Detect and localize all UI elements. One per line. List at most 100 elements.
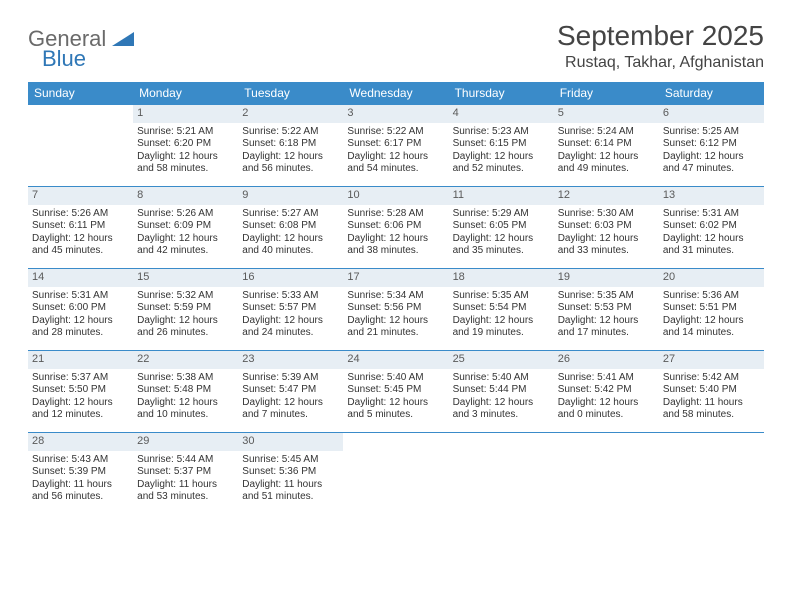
daylight-text: Daylight: 12 hours and 45 minutes. (32, 233, 129, 258)
sunset-text: Sunset: 6:00 PM (32, 302, 129, 315)
dow-thursday: Thursday (449, 82, 554, 105)
sunrise-text: Sunrise: 5:25 AM (663, 126, 760, 139)
sunrise-text: Sunrise: 5:30 AM (558, 208, 655, 221)
day-number: 11 (449, 187, 554, 205)
sunrise-text: Sunrise: 5:22 AM (242, 126, 339, 139)
daylight-text: Daylight: 12 hours and 31 minutes. (663, 233, 760, 258)
day-number: 12 (554, 187, 659, 205)
day-number: 30 (238, 433, 343, 451)
daylight-text: Daylight: 12 hours and 47 minutes. (663, 151, 760, 176)
sunrise-text: Sunrise: 5:22 AM (347, 126, 444, 139)
location-text: Rustaq, Takhar, Afghanistan (557, 54, 764, 72)
day-cell: 26Sunrise: 5:41 AMSunset: 5:42 PMDayligh… (554, 351, 659, 433)
day-number: 27 (659, 351, 764, 369)
daylight-text: Daylight: 12 hours and 54 minutes. (347, 151, 444, 176)
daylight-text: Daylight: 12 hours and 56 minutes. (242, 151, 339, 176)
day-cell (343, 433, 448, 515)
dow-friday: Friday (554, 82, 659, 105)
day-cell: 28Sunrise: 5:43 AMSunset: 5:39 PMDayligh… (28, 433, 133, 515)
day-cell: 20Sunrise: 5:36 AMSunset: 5:51 PMDayligh… (659, 269, 764, 351)
sunset-text: Sunset: 6:02 PM (663, 220, 760, 233)
day-cell: 3 Sunrise: 5:22 AMSunset: 6:17 PMDaylight… (343, 105, 448, 187)
sunrise-text: Sunrise: 5:31 AM (32, 290, 129, 303)
day-number: 10 (343, 187, 448, 205)
sunset-text: Sunset: 6:15 PM (453, 138, 550, 151)
day-cell: 1Sunrise: 5:21 AMSunset: 6:20 PMDaylight… (133, 105, 238, 187)
sunset-text: Sunset: 5:53 PM (558, 302, 655, 315)
week-row: 14Sunrise: 5:31 AMSunset: 6:00 PMDayligh… (28, 269, 764, 351)
day-number: 6 (659, 105, 764, 123)
brand-logo: General Blue (28, 26, 134, 72)
sunset-text: Sunset: 5:57 PM (242, 302, 339, 315)
sunset-text: Sunset: 5:37 PM (137, 466, 234, 479)
brand-line2: Blue (42, 46, 134, 72)
sunrise-text: Sunrise: 5:38 AM (137, 372, 234, 385)
daylight-text: Daylight: 12 hours and 49 minutes. (558, 151, 655, 176)
sunrise-text: Sunrise: 5:24 AM (558, 126, 655, 139)
day-number: 9 (238, 187, 343, 205)
daylight-text: Daylight: 12 hours and 7 minutes. (242, 397, 339, 422)
day-cell: 24Sunrise: 5:40 AMSunset: 5:45 PMDayligh… (343, 351, 448, 433)
day-number: 29 (133, 433, 238, 451)
sunset-text: Sunset: 6:09 PM (137, 220, 234, 233)
dow-saturday: Saturday (659, 82, 764, 105)
day-cell: 11Sunrise: 5:29 AMSunset: 6:05 PMDayligh… (449, 187, 554, 269)
dow-wednesday: Wednesday (343, 82, 448, 105)
sunset-text: Sunset: 5:50 PM (32, 384, 129, 397)
daylight-text: Daylight: 12 hours and 24 minutes. (242, 315, 339, 340)
day-number: 3 (343, 105, 448, 123)
day-cell (449, 433, 554, 515)
daylight-text: Daylight: 12 hours and 33 minutes. (558, 233, 655, 258)
day-cell: 5Sunrise: 5:24 AMSunset: 6:14 PMDaylight… (554, 105, 659, 187)
sunset-text: Sunset: 6:03 PM (558, 220, 655, 233)
sunrise-text: Sunrise: 5:40 AM (347, 372, 444, 385)
day-number: 22 (133, 351, 238, 369)
sunrise-text: Sunrise: 5:27 AM (242, 208, 339, 221)
day-cell: 17Sunrise: 5:34 AMSunset: 5:56 PMDayligh… (343, 269, 448, 351)
daylight-text: Daylight: 12 hours and 26 minutes. (137, 315, 234, 340)
day-cell: 12 Sunrise: 5:30 AMSunset: 6:03 PMDayligh… (554, 187, 659, 269)
day-number: 1 (133, 105, 238, 123)
sunrise-text: Sunrise: 5:45 AM (242, 454, 339, 467)
day-cell: 19Sunrise: 5:35 AMSunset: 5:53 PMDayligh… (554, 269, 659, 351)
day-cell: 22Sunrise: 5:38 AMSunset: 5:48 PMDayligh… (133, 351, 238, 433)
day-number: 14 (28, 269, 133, 287)
sunrise-text: Sunrise: 5:29 AM (453, 208, 550, 221)
day-number: 28 (28, 433, 133, 451)
sunrise-text: Sunrise: 5:42 AM (663, 372, 760, 385)
daylight-text: Daylight: 12 hours and 5 minutes. (347, 397, 444, 422)
day-cell: 23 Sunrise: 5:39 AMSunset: 5:47 PMDayligh… (238, 351, 343, 433)
day-cell: 7Sunrise: 5:26 AMSunset: 6:11 PMDaylight… (28, 187, 133, 269)
daylight-text: Daylight: 12 hours and 28 minutes. (32, 315, 129, 340)
day-cell: 21Sunrise: 5:37 AMSunset: 5:50 PMDayligh… (28, 351, 133, 433)
sunrise-text: Sunrise: 5:40 AM (453, 372, 550, 385)
daylight-text: Daylight: 12 hours and 19 minutes. (453, 315, 550, 340)
sunset-text: Sunset: 6:11 PM (32, 220, 129, 233)
day-number: 23 (238, 351, 343, 369)
sunset-text: Sunset: 5:59 PM (137, 302, 234, 315)
week-row: 1Sunrise: 5:21 AMSunset: 6:20 PMDaylight… (28, 105, 764, 187)
calendar-table: Sunday Monday Tuesday Wednesday Thursday… (28, 82, 764, 515)
day-cell: 14 Sunrise: 5:31 AMSunset: 6:00 PMDayligh… (28, 269, 133, 351)
daylight-text: Daylight: 11 hours and 51 minutes. (242, 479, 339, 504)
sunset-text: Sunset: 5:36 PM (242, 466, 339, 479)
day-number: 16 (238, 269, 343, 287)
sunrise-text: Sunrise: 5:36 AM (663, 290, 760, 303)
sunrise-text: Sunrise: 5:44 AM (137, 454, 234, 467)
day-cell: 13Sunrise: 5:31 AMSunset: 6:02 PMDayligh… (659, 187, 764, 269)
sunrise-text: Sunrise: 5:39 AM (242, 372, 339, 385)
day-cell: 10Sunrise: 5:28 AMSunset: 6:06 PMDayligh… (343, 187, 448, 269)
day-cell: 4Sunrise: 5:23 AMSunset: 6:15 PMDaylight… (449, 105, 554, 187)
daylight-text: Daylight: 12 hours and 10 minutes. (137, 397, 234, 422)
daylight-text: Daylight: 12 hours and 21 minutes. (347, 315, 444, 340)
sunset-text: Sunset: 6:17 PM (347, 138, 444, 151)
dow-tuesday: Tuesday (238, 82, 343, 105)
sunset-text: Sunset: 5:47 PM (242, 384, 339, 397)
sunset-text: Sunset: 6:06 PM (347, 220, 444, 233)
day-number: 18 (449, 269, 554, 287)
day-cell: 2Sunrise: 5:22 AMSunset: 6:18 PMDaylight… (238, 105, 343, 187)
dow-monday: Monday (133, 82, 238, 105)
day-cell: 6Sunrise: 5:25 AMSunset: 6:12 PMDaylight… (659, 105, 764, 187)
day-number: 24 (343, 351, 448, 369)
sunrise-text: Sunrise: 5:32 AM (137, 290, 234, 303)
